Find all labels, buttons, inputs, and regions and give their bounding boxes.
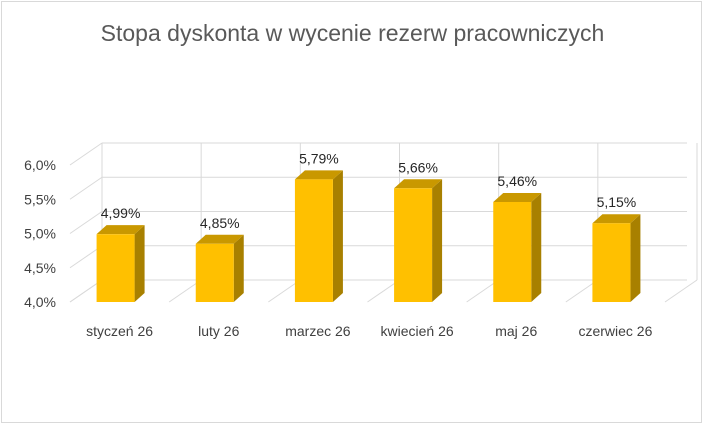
bar-side-4 [531, 192, 542, 302]
y-tick-label-1: 4,5% [24, 260, 56, 276]
data-label-4: 5,46% [497, 173, 537, 189]
data-label-3: 5,66% [398, 159, 438, 175]
x-tick-label-0: styczeń 26 [86, 323, 153, 339]
y-tick-label-2: 5,0% [24, 226, 56, 242]
data-label-2: 5,79% [299, 150, 339, 166]
y-tick-label-3: 5,5% [24, 191, 56, 207]
y-tick-label-4: 6,0% [24, 157, 56, 173]
bar-top-1 [195, 234, 244, 244]
bar-top-3 [394, 179, 443, 189]
gridline-left-2 [69, 211, 103, 234]
bar-5 [592, 223, 631, 302]
gridline-left-4 [69, 142, 103, 166]
bar-4 [493, 201, 532, 302]
data-label-0: 4,99% [101, 205, 141, 221]
x-tick-label-3: kwiecień 26 [381, 323, 454, 339]
bar-top-4 [493, 192, 542, 202]
bar-side-3 [432, 179, 443, 302]
bar-top-5 [592, 214, 641, 224]
y-tick-label-0: 4,0% [24, 294, 56, 310]
bar-top-2 [294, 170, 343, 180]
chart-title: Stopa dyskonta w wycenie rezerw pracowni… [100, 20, 605, 46]
x-tick-label-1: luty 26 [198, 323, 239, 339]
bar-top-0 [96, 225, 145, 235]
bar-side-5 [630, 214, 641, 302]
data-label-5: 5,15% [597, 194, 637, 210]
gridline-left-3 [69, 176, 103, 200]
bar-0 [96, 234, 135, 302]
bar-1 [195, 243, 234, 302]
bar-side-2 [332, 170, 343, 302]
bar-side-1 [233, 234, 244, 302]
bar-side-0 [134, 225, 145, 302]
bar-2 [294, 179, 333, 302]
bar-3 [394, 188, 433, 302]
x-tick-label-5: czerwiec 26 [578, 323, 652, 339]
x-tick-label-4: maj 26 [495, 323, 537, 339]
x-tick-label-2: marzec 26 [285, 323, 351, 339]
data-label-1: 4,85% [200, 215, 240, 231]
floor-divider-6 [664, 279, 698, 303]
